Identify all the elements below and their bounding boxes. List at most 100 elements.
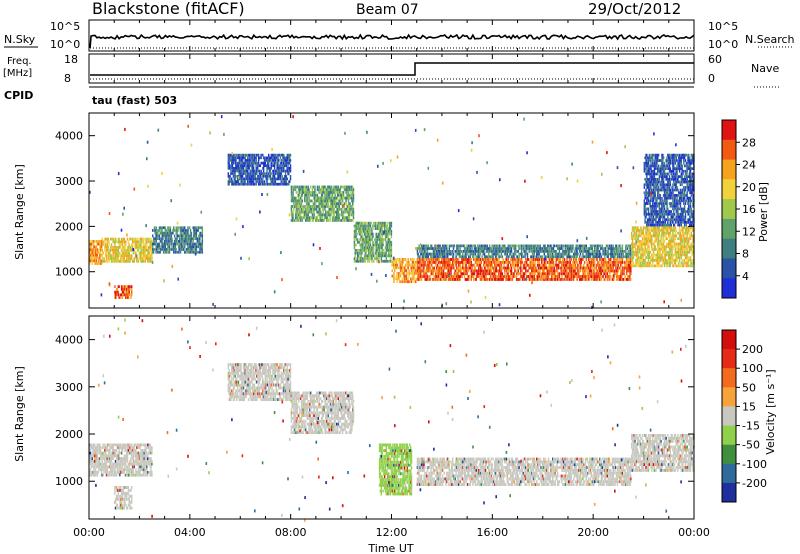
echo-cell bbox=[236, 167, 239, 170]
echo-cell bbox=[450, 278, 452, 281]
echo-cell bbox=[187, 226, 189, 230]
echo-cell bbox=[500, 261, 503, 264]
echo-cell bbox=[99, 240, 101, 243]
echo-cell bbox=[355, 235, 357, 239]
echo-cell bbox=[486, 278, 488, 281]
echo-cell bbox=[470, 258, 472, 261]
echo-cell bbox=[376, 235, 378, 239]
echo-cell bbox=[406, 263, 409, 267]
echo-cell bbox=[426, 263, 429, 267]
echo-cell bbox=[199, 234, 201, 238]
echo-cell bbox=[197, 229, 199, 232]
echo-cell bbox=[441, 258, 443, 261]
echo-cell bbox=[403, 272, 405, 275]
echo-cell bbox=[536, 258, 538, 261]
echo-cell bbox=[345, 207, 347, 211]
echo-cell bbox=[457, 278, 459, 281]
echo-cell bbox=[483, 269, 485, 273]
echo-cell bbox=[144, 254, 146, 258]
echo-cell bbox=[582, 266, 584, 270]
echo-cell bbox=[300, 205, 303, 208]
echo-cell bbox=[332, 210, 335, 214]
echo-cell bbox=[154, 242, 156, 246]
echo-cell bbox=[555, 252, 557, 256]
echo-cell bbox=[470, 275, 472, 278]
echo-cell bbox=[273, 172, 275, 175]
echo-cell bbox=[373, 221, 375, 225]
echo-cell bbox=[171, 248, 173, 251]
echo-cell bbox=[134, 240, 136, 244]
echo-cell bbox=[625, 244, 627, 248]
echo-cell bbox=[297, 213, 299, 217]
echo-cell bbox=[634, 250, 636, 254]
echo-cell bbox=[611, 250, 614, 253]
echo-cell bbox=[544, 244, 546, 248]
echo-cell bbox=[610, 255, 612, 259]
echo-cell bbox=[319, 205, 321, 208]
echo-cell bbox=[444, 278, 446, 281]
echo-cell bbox=[410, 266, 413, 270]
echo-cell bbox=[507, 244, 509, 248]
echo-cell bbox=[455, 252, 457, 256]
echo-cell bbox=[115, 288, 118, 291]
echo-cell bbox=[341, 199, 344, 203]
echo-cell bbox=[128, 251, 130, 255]
echo-cell bbox=[452, 255, 454, 259]
echo-cell bbox=[583, 275, 586, 278]
echo-cell bbox=[114, 290, 116, 294]
echo-cell bbox=[531, 244, 533, 248]
echo-cell bbox=[338, 188, 341, 192]
echo-cell bbox=[427, 261, 430, 264]
echo-cell bbox=[252, 175, 254, 178]
echo-cell bbox=[388, 230, 390, 233]
echo-cell bbox=[420, 266, 422, 270]
echo-cell bbox=[315, 216, 318, 220]
echo-cell bbox=[545, 275, 547, 278]
echo-cell bbox=[272, 153, 274, 157]
echo-cell bbox=[331, 196, 333, 200]
echo-cell bbox=[198, 237, 200, 241]
echo-cell bbox=[291, 213, 293, 217]
echo-cell bbox=[108, 259, 110, 263]
echo-cell bbox=[532, 255, 535, 259]
echo-cell bbox=[108, 257, 110, 260]
echo-cell bbox=[241, 161, 244, 165]
echo-cell bbox=[552, 255, 554, 259]
echo-cell bbox=[250, 159, 252, 162]
echo-cell bbox=[227, 172, 230, 175]
echo-cell bbox=[472, 272, 474, 276]
echo-cell bbox=[559, 247, 562, 250]
echo-cell bbox=[382, 230, 384, 233]
echo-cell bbox=[525, 263, 528, 267]
echo-cell bbox=[438, 258, 441, 261]
echo-cell bbox=[165, 248, 167, 251]
echo-cell bbox=[438, 269, 441, 273]
echo-cell bbox=[601, 247, 604, 250]
echo-cell bbox=[632, 229, 635, 232]
echo-cell bbox=[189, 237, 192, 241]
echo-cell bbox=[121, 254, 124, 258]
echo-cell bbox=[417, 275, 419, 278]
echo-cell bbox=[599, 255, 601, 259]
echo-cell bbox=[352, 202, 354, 206]
echo-cell bbox=[557, 247, 560, 250]
beam-title: Beam 07 bbox=[356, 2, 419, 18]
echo-cell bbox=[316, 199, 319, 203]
echo-cell bbox=[445, 275, 447, 278]
echo-cell bbox=[375, 240, 377, 244]
echo-cell bbox=[111, 246, 114, 249]
echo-cell bbox=[615, 244, 618, 248]
echo-cell bbox=[93, 259, 95, 263]
echo-cell bbox=[557, 263, 559, 267]
echo-cell bbox=[369, 251, 372, 255]
echo-cell bbox=[592, 269, 594, 273]
echo-cell bbox=[440, 272, 442, 276]
echo-cell bbox=[508, 255, 510, 259]
echo-cell bbox=[292, 210, 294, 214]
echo-cell bbox=[150, 246, 152, 249]
echo-cell bbox=[441, 275, 444, 278]
echo-cell bbox=[91, 240, 93, 243]
echo-cell bbox=[436, 266, 439, 270]
echo-cell bbox=[118, 251, 120, 255]
echo-cell bbox=[499, 261, 502, 264]
